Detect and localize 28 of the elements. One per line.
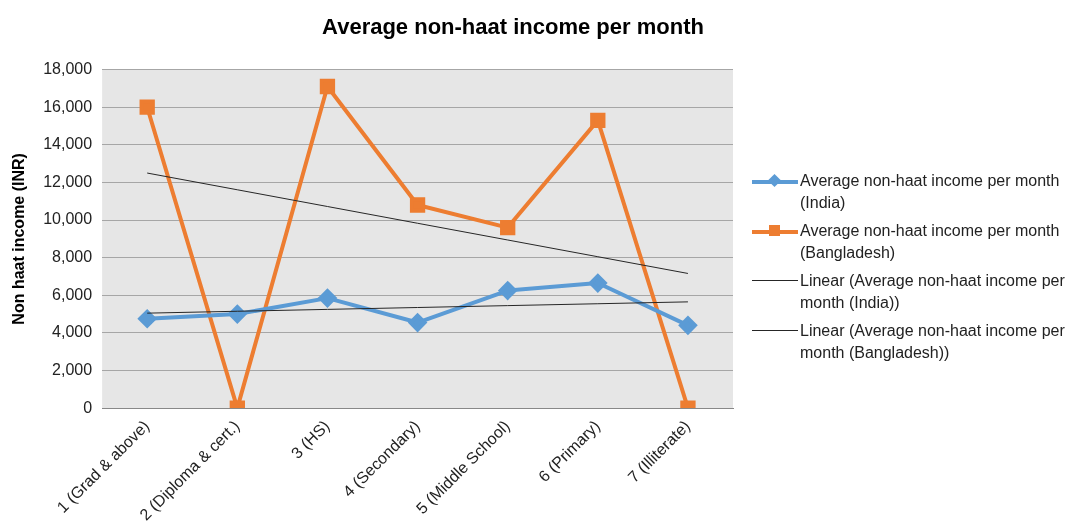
- y-tick-label: 0: [83, 398, 93, 416]
- legend-label: Linear (Average non-haat income per month (Bangladesh)): [800, 321, 1066, 363]
- point: [408, 313, 427, 332]
- legend-label: Average non-haat income per month (Bangladesh): [800, 221, 1061, 263]
- y-tick-label: 16,000: [43, 97, 93, 115]
- y-tick-label: 6,000: [52, 285, 93, 303]
- point: [409, 197, 426, 213]
- point: [590, 112, 606, 129]
- point: [498, 281, 517, 300]
- y-tick-label: 2,000: [52, 360, 93, 378]
- point: [139, 99, 155, 115]
- point: [228, 305, 247, 324]
- legend-label: Linear (Average non-haat income per month (India)): [800, 271, 1066, 313]
- y-axis-title: Non haat income (INR): [10, 153, 28, 325]
- y-tick-label: 8,000: [52, 248, 93, 266]
- y-tick-label: 10,000: [43, 210, 93, 228]
- point: [318, 289, 337, 308]
- y-tick-label: 18,000: [43, 60, 93, 78]
- y-tick-label: 4,000: [52, 323, 93, 341]
- point: [138, 309, 157, 328]
- legend-label: Average non-haat income per month (India): [800, 171, 1061, 213]
- point: [588, 274, 607, 293]
- point: [500, 219, 516, 236]
- point: [678, 316, 697, 335]
- point: [319, 78, 336, 95]
- y-tick-label: 12,000: [43, 172, 93, 190]
- y-tick-label: 14,000: [43, 135, 93, 153]
- chart-title: Average non-haat income per month: [321, 14, 705, 40]
